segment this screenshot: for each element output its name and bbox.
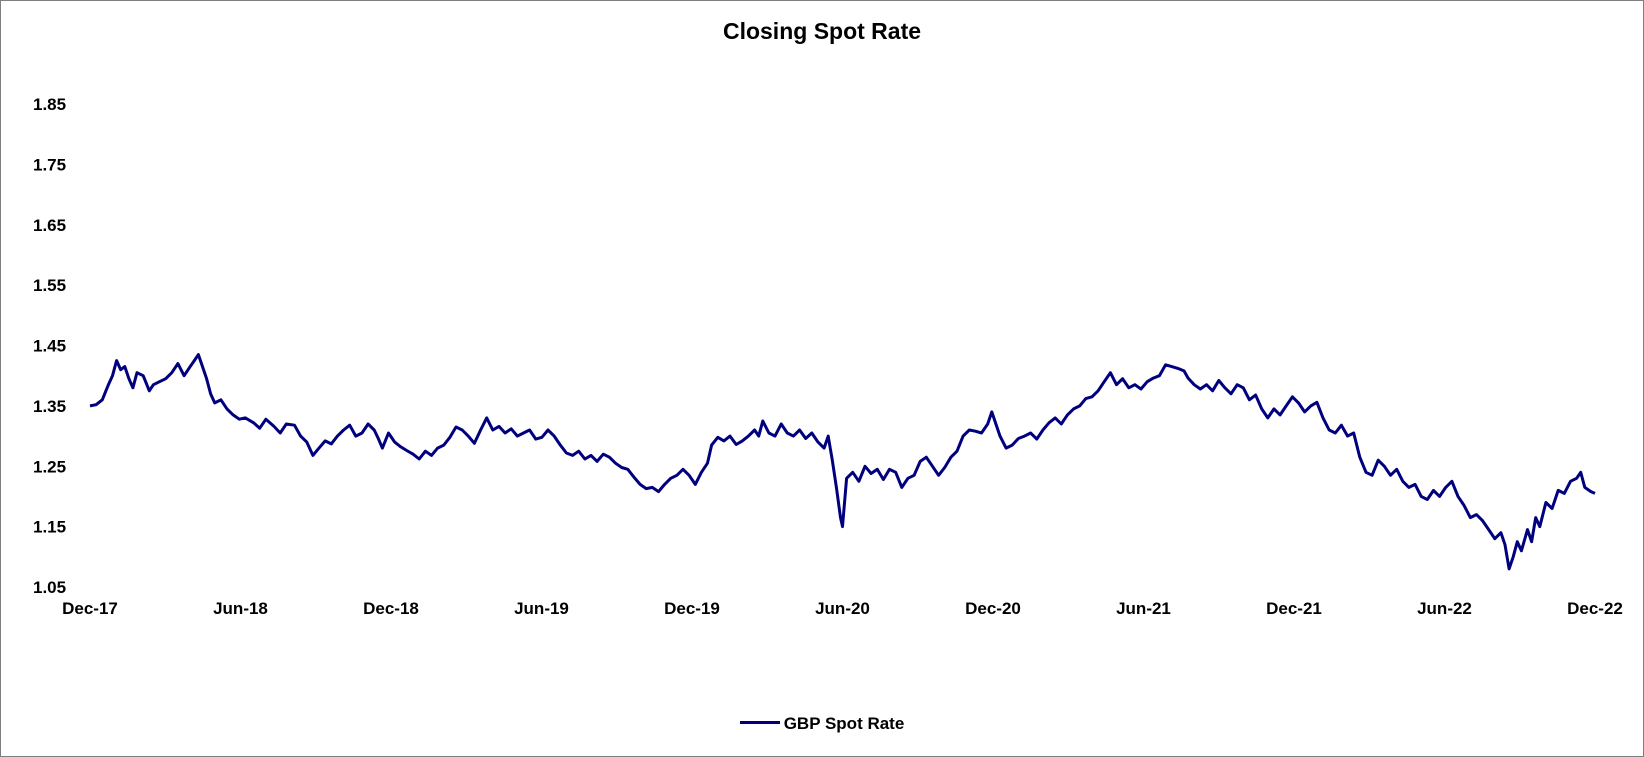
- y-tick-label: 1.15: [33, 518, 66, 537]
- x-tick-label: Dec-17: [62, 599, 118, 618]
- legend-label: GBP Spot Rate: [783, 714, 905, 733]
- y-tick-label: 1.65: [33, 216, 66, 235]
- x-tick-label: Dec-20: [965, 599, 1021, 618]
- y-tick-label: 1.05: [33, 578, 66, 597]
- y-tick-label: 1.75: [33, 155, 66, 174]
- legend: GBP Spot Rate: [0, 714, 1644, 734]
- series-line-gbp-spot-rate: [89, 353, 1596, 571]
- chart-title: Closing Spot Rate: [722, 18, 922, 44]
- x-tick-label: Jun-22: [1417, 599, 1472, 618]
- y-tick-label: 1.45: [33, 337, 66, 356]
- x-tick-label: Dec-19: [664, 599, 720, 618]
- y-axis-ticks: 1.05 1.15 1.25 1.35 1.45 1.55 1.65 1.75 1.85: [33, 95, 66, 597]
- legend-swatch: [739, 721, 780, 725]
- series-layer: [89, 353, 1596, 571]
- x-axis-ticks: Dec-17 Jun-18 Dec-18 Jun-19 Dec-19 Jun-20 Dec-…: [62, 599, 1623, 618]
- x-tick-label: Jun-20: [815, 599, 870, 618]
- x-tick-label: Dec-21: [1266, 599, 1322, 618]
- x-tick-label: Jun-19: [514, 599, 569, 618]
- x-tick-label: Jun-18: [213, 599, 268, 618]
- x-tick-label: Dec-22: [1567, 599, 1623, 618]
- x-tick-label: Dec-18: [363, 599, 419, 618]
- y-tick-label: 1.25: [33, 457, 66, 476]
- y-tick-label: 1.55: [33, 276, 66, 295]
- y-tick-label: 1.85: [33, 95, 66, 114]
- x-tick-label: Jun-21: [1116, 599, 1171, 618]
- y-tick-label: 1.35: [33, 397, 66, 416]
